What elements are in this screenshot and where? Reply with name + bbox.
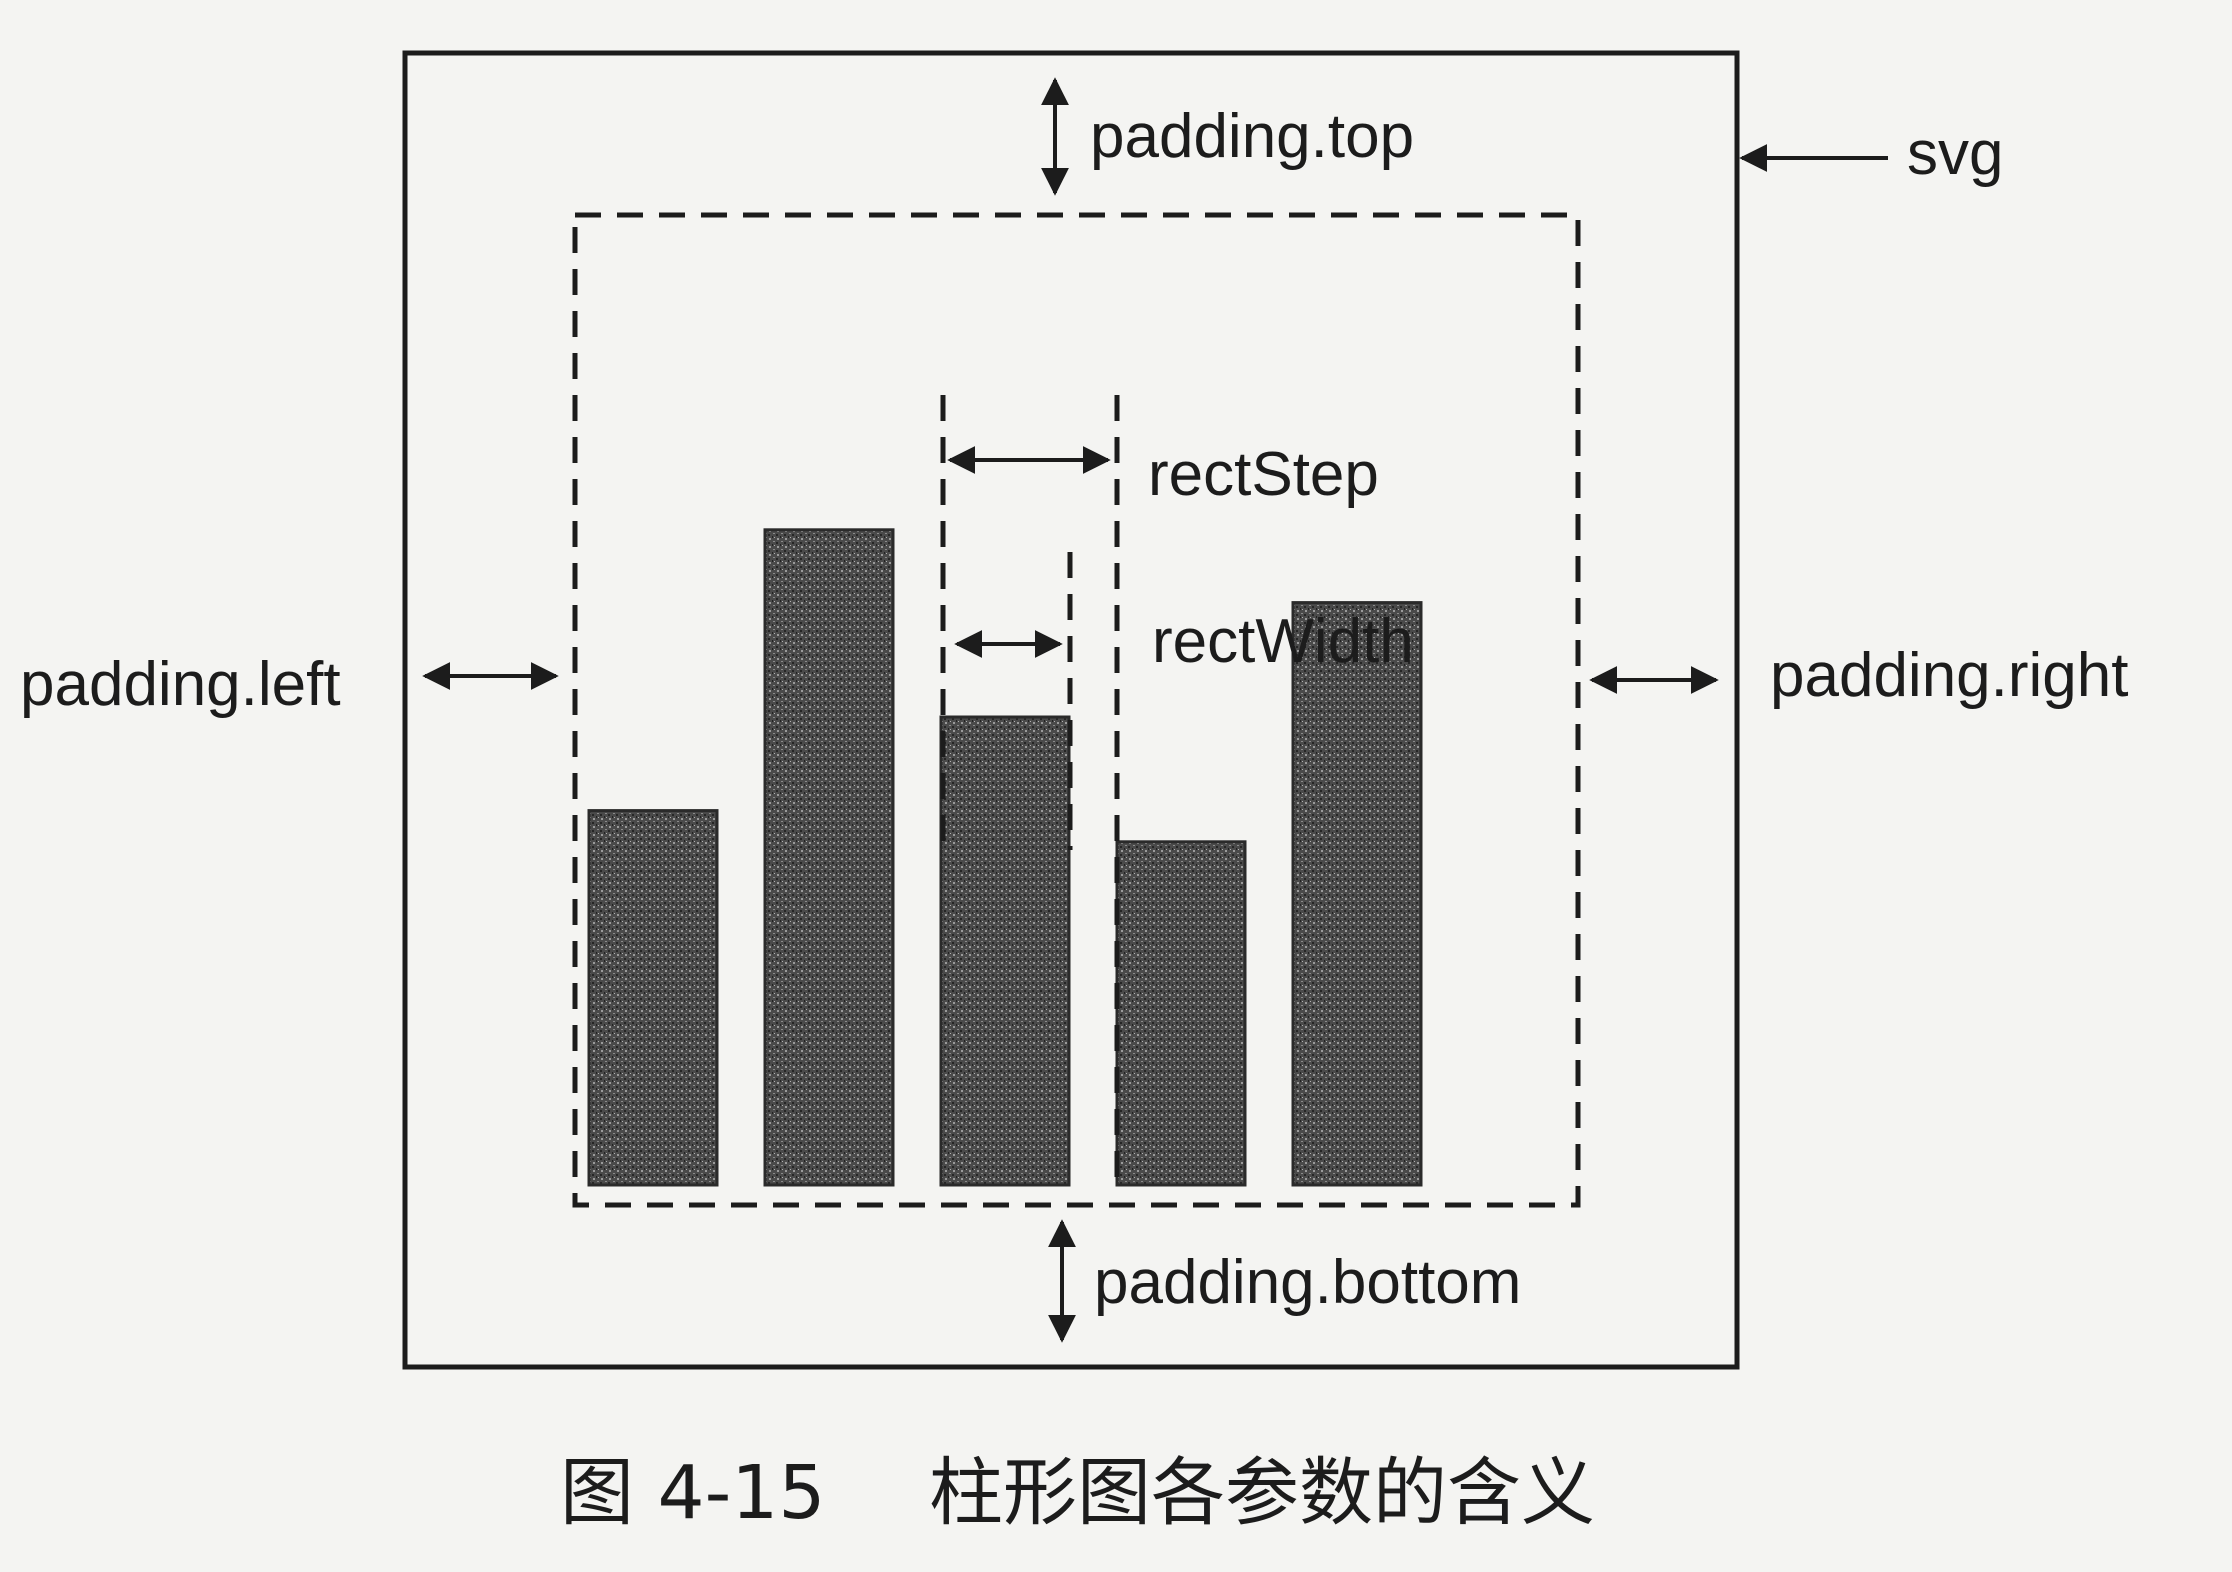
- figure-title: 柱形图各参数的含义: [929, 1450, 1595, 1536]
- svg-outer-frame: [402, 50, 1740, 1370]
- padding-right-label: padding.right: [1770, 641, 2129, 710]
- padding-top-label: padding.top: [1090, 102, 1414, 171]
- bar-1: [587, 809, 719, 1187]
- figure-number: 图 4-15: [560, 1450, 825, 1536]
- rect-step-label: rectStep: [1148, 440, 1379, 509]
- bar-2: [763, 528, 895, 1187]
- bar-4: [1115, 840, 1247, 1187]
- svg-label: svg: [1907, 119, 2003, 188]
- bar-5: [1291, 601, 1423, 1187]
- padding-left-label: padding.left: [20, 650, 341, 719]
- bars-group: [587, 528, 1423, 1187]
- padding-bottom-label: padding.bottom: [1094, 1248, 1521, 1317]
- chart-area-dashed-frame: [572, 212, 1581, 1208]
- rect-width-label: rectWidth: [1152, 607, 1414, 676]
- bar-3: [939, 715, 1071, 1187]
- figure-caption: 图 4-15 柱形图各参数的含义: [560, 1450, 1595, 1536]
